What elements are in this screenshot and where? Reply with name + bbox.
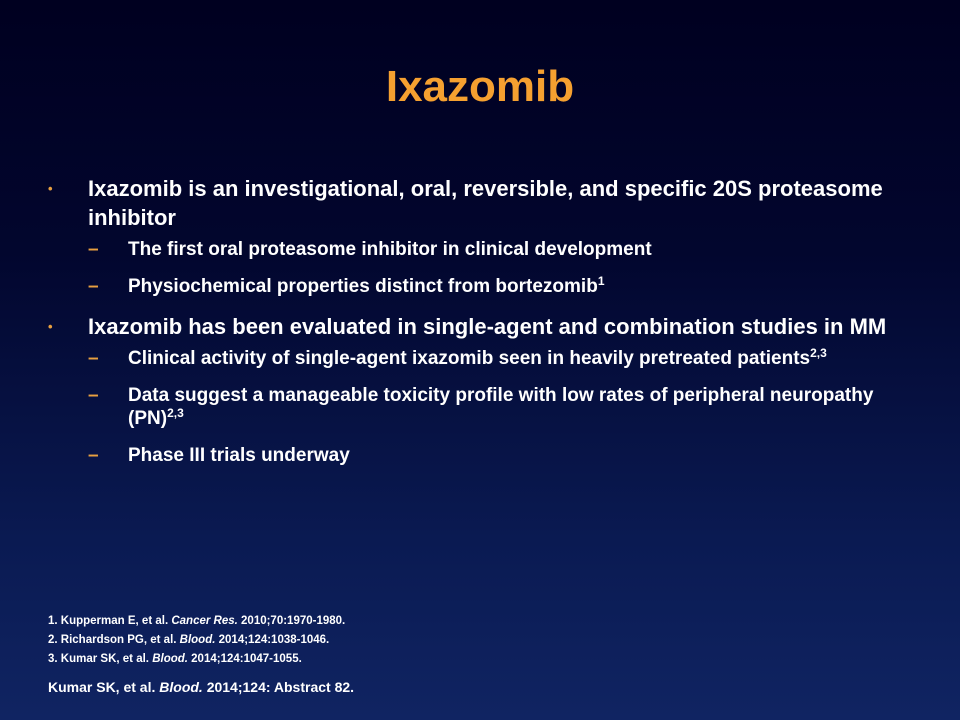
slide-title: Ixazomib — [385, 62, 575, 111]
bullet-item: • Ixazomib has been evaluated in single-… — [48, 312, 908, 467]
bullet-marker: • — [48, 181, 53, 196]
citation-superscript: 2,3 — [167, 406, 184, 420]
sub-bullet-marker: – — [88, 385, 99, 406]
sub-bullet-item: – The first oral proteasome inhibitor in… — [88, 238, 908, 261]
sub-bullet-text: Phase III trials underway — [128, 445, 350, 466]
sub-bullet-text: Physiochemical properties distinct from … — [128, 276, 598, 297]
bullet-item: • Ixazomib is an investigational, oral, … — [48, 174, 908, 298]
sub-bullet-text: Clinical activity of single-agent ixazom… — [128, 348, 811, 369]
sub-bullet-marker: – — [88, 239, 99, 260]
citation-superscript: 1 — [597, 274, 605, 288]
sub-bullet-text: Data suggest a manageable toxicity profi… — [128, 385, 874, 429]
sub-bullet-marker: – — [88, 276, 99, 297]
bullet-marker: • — [48, 319, 53, 334]
reference-item: 1. Kupperman E, et al. Cancer Res. 2010;… — [48, 615, 346, 627]
sub-bullet-list: – The first oral proteasome inhibitor in… — [88, 238, 908, 298]
journal-name: Blood. — [152, 653, 188, 665]
sub-bullet-item: – Physiochemical properties distinct fro… — [88, 275, 908, 298]
sub-bullet-item: – Clinical activity of single-agent ixaz… — [88, 347, 908, 370]
sub-bullet-list: – Clinical activity of single-agent ixaz… — [88, 347, 908, 467]
bullet-text: Ixazomib is an investigational, oral, re… — [88, 176, 883, 230]
reference-item: 2. Richardson PG, et al. Blood. 2014;124… — [48, 634, 330, 646]
sub-bullet-text: The first oral proteasome inhibitor in c… — [128, 239, 652, 260]
references: 1. Kupperman E, et al. Cancer Res. 2010;… — [48, 612, 345, 669]
sub-bullet-marker: – — [88, 348, 99, 369]
sub-bullet-item: – Data suggest a manageable toxicity pro… — [88, 384, 908, 430]
sub-bullet-marker: – — [88, 445, 99, 466]
bullet-text: Ixazomib has been evaluated in single-ag… — [88, 314, 887, 339]
citation-superscript: 2,3 — [810, 346, 827, 360]
journal-name: Cancer Res. — [171, 615, 238, 627]
reference-item: 3. Kumar SK, et al. Blood. 2014;124:1047… — [48, 653, 302, 665]
source-citation: Kumar SK, et al. Blood. 2014;124: Abstra… — [48, 679, 355, 695]
journal-name: Blood. — [159, 679, 203, 695]
sub-bullet-item: – Phase III trials underway — [88, 444, 908, 467]
journal-name: Blood. — [179, 634, 216, 646]
bullet-list: • Ixazomib is an investigational, oral, … — [48, 174, 908, 481]
